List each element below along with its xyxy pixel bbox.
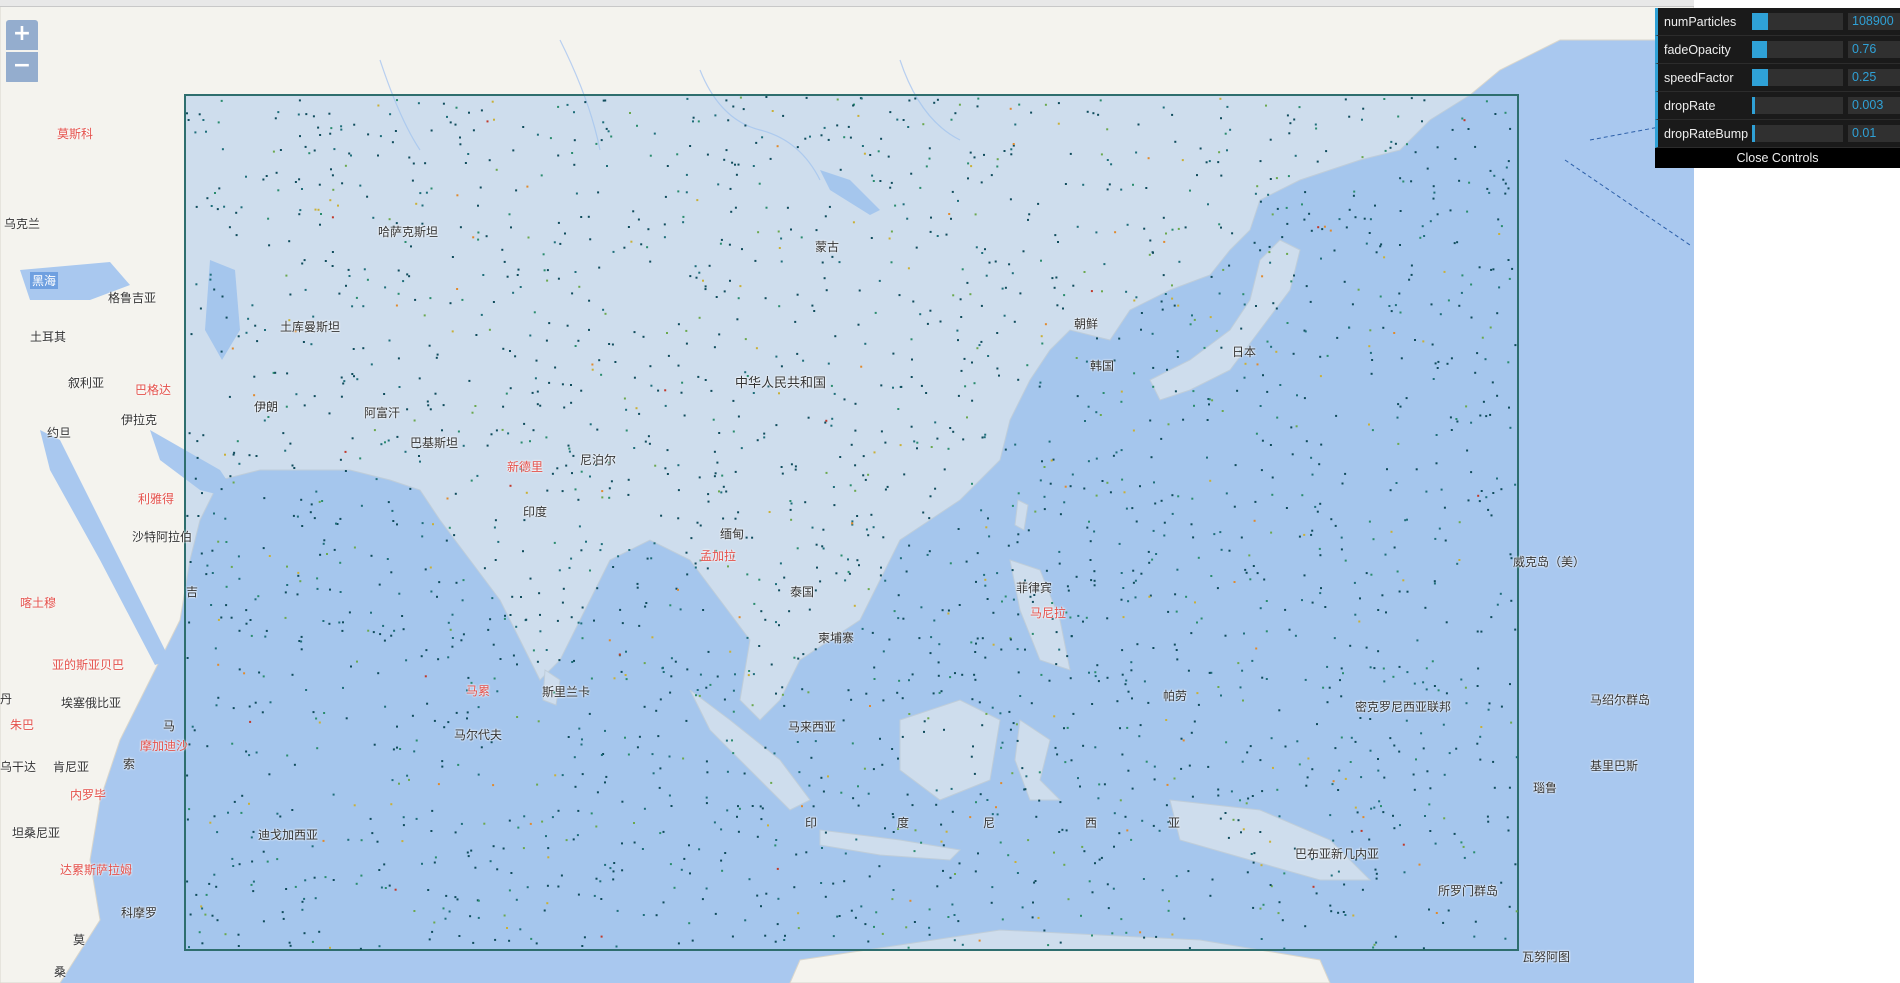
control-label: speedFactor [1664,70,1734,85]
zoom-control: + − [6,20,38,84]
eurasia-land [0,0,1694,983]
wind-particle-map[interactable]: 莫斯科 乌克兰 黑海 格鲁吉亚 土耳其 叙利亚 巴格达 伊拉克 约旦 利雅得 沙特阿拉伯 喀土穆 亚的斯… [0,0,1694,983]
sulawesi-land [1014,719,1062,801]
java-land [819,829,962,861]
caspian-sea [205,260,240,360]
control-slider-fill [1752,41,1767,58]
png-land [1169,799,1372,881]
black-sea [20,262,130,300]
control-row-fadeopacity: fadeOpacity 0.76 [1655,36,1900,64]
control-label: dropRateBump [1664,126,1749,141]
zoom-in-button[interactable]: + [6,20,38,50]
japan-land [1149,239,1301,401]
control-label: dropRate [1664,98,1716,113]
baikal-lake [820,170,880,215]
control-row-dropratebump: dropRateBump 0.01 [1655,120,1900,148]
taiwan-land [1014,499,1029,531]
australia-land [789,929,1331,983]
controls-panel: numParticles 108900 fadeOpacity 0.76 speedFa… [1655,8,1900,168]
control-slider-fill [1752,69,1769,86]
control-slider[interactable] [1752,13,1843,30]
control-slider-fill [1752,13,1769,30]
control-slider[interactable] [1752,41,1843,58]
red-sea [40,430,170,665]
control-row-numparticles: numParticles 108900 [1655,8,1900,36]
control-value-input[interactable]: 0.25 [1848,69,1900,86]
philippines-land [1009,559,1071,671]
wind-particles [186,96,1518,950]
control-slider-fill [1752,125,1755,142]
control-slider[interactable] [1752,69,1843,86]
srilanka-land [542,669,561,706]
controls-rows: numParticles 108900 fadeOpacity 0.76 speedFa… [1655,8,1900,148]
control-value-input[interactable]: 0.76 [1848,41,1900,58]
sumatra-land [689,689,811,811]
control-row-droprate: dropRate 0.003 [1655,92,1900,120]
control-label: fadeOpacity [1664,42,1731,57]
control-value-input[interactable]: 0.01 [1848,125,1900,142]
control-value-input[interactable]: 108900 [1848,13,1900,30]
map-canvas[interactable] [0,0,1694,983]
persian-gulf [150,430,240,500]
control-label: numParticles [1664,14,1737,29]
control-slider[interactable] [1752,97,1843,114]
close-controls-button[interactable]: Close Controls [1655,148,1900,168]
borneo-land [899,699,1001,801]
browser-top-strip [0,0,1694,7]
zoom-out-button[interactable]: − [6,52,38,82]
control-slider[interactable] [1752,125,1843,142]
control-row-speedfactor: speedFactor 0.25 [1655,64,1900,92]
control-value-input[interactable]: 0.003 [1848,97,1900,114]
control-slider-fill [1752,97,1755,114]
